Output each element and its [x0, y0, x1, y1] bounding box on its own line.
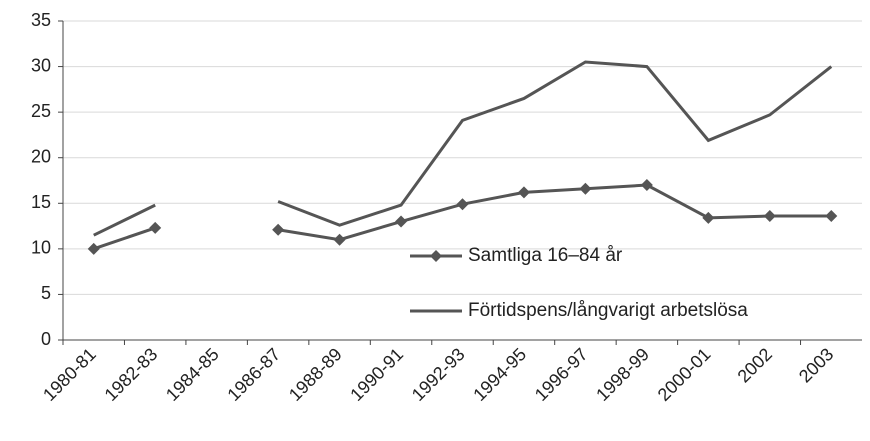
- y-tick-label: 0: [41, 329, 51, 349]
- legend-label: Samtliga 16–84 år: [468, 245, 623, 266]
- x-tick-label: 2000-01: [654, 344, 715, 405]
- y-tick-label: 15: [31, 192, 51, 212]
- x-tick-label: 1994-95: [469, 344, 530, 405]
- series-line: [93, 183, 832, 251]
- y-tick-label: 25: [31, 101, 51, 121]
- data-point: [763, 210, 776, 223]
- data-point: [579, 182, 592, 195]
- data-point: [272, 223, 285, 236]
- x-tick-label: 1980-81: [39, 344, 100, 405]
- x-tick-label: 1986-87: [223, 344, 284, 405]
- data-point: [149, 221, 162, 234]
- x-tick-label: 1992-93: [408, 344, 469, 405]
- x-tick-label: 1982-83: [101, 344, 162, 405]
- x-tick-label: 1998-99: [592, 344, 653, 405]
- data-point: [87, 242, 100, 255]
- x-tick-label: 1984-85: [162, 344, 223, 405]
- y-tick-label: 30: [31, 55, 51, 75]
- x-tick-label: 1996-97: [531, 344, 592, 405]
- y-tick-label: 10: [31, 238, 51, 258]
- x-tick-label: 2003: [795, 344, 837, 386]
- data-point: [456, 198, 469, 211]
- data-point: [702, 211, 715, 224]
- x-tick-label: 1990-91: [346, 344, 407, 405]
- data-point: [395, 215, 408, 228]
- y-tick-label: 35: [31, 10, 51, 30]
- y-tick-label: 5: [41, 283, 51, 303]
- series-line: [93, 60, 833, 237]
- legend-label: Förtidspens/långvarigt arbetslösa: [468, 300, 748, 321]
- data-point: [825, 210, 838, 223]
- x-tick-label: 2002: [734, 344, 776, 386]
- legend-marker: [430, 250, 442, 262]
- y-tick-label: 20: [31, 146, 51, 166]
- data-point: [333, 233, 346, 246]
- data-point: [517, 186, 530, 199]
- data-point: [640, 179, 653, 192]
- x-tick-label: 1988-89: [285, 344, 346, 405]
